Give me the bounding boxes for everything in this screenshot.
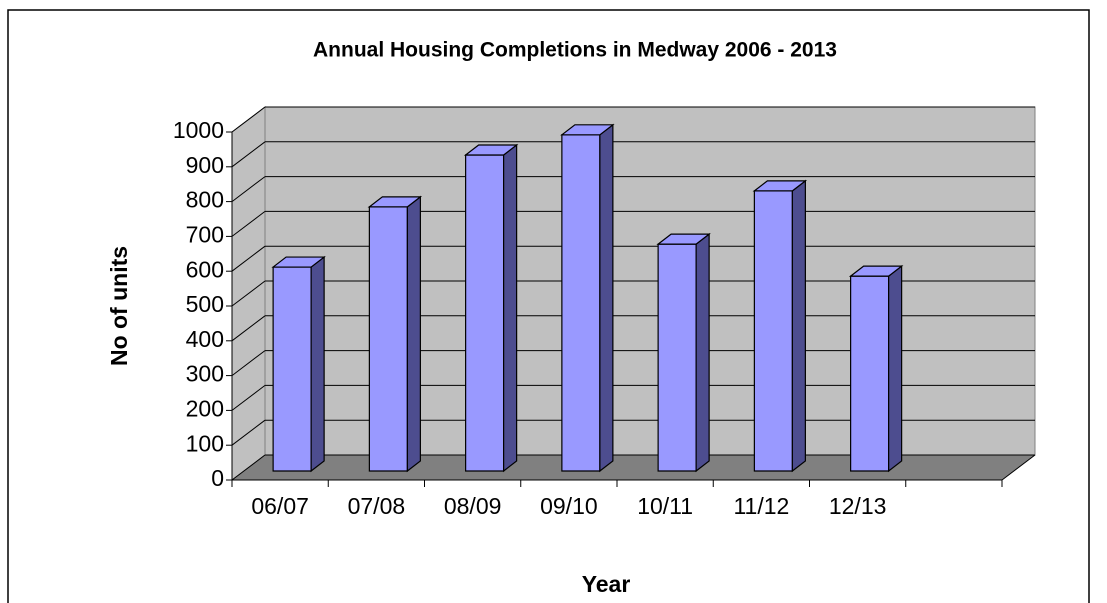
floor-edge <box>1001 454 1036 481</box>
bar-top <box>848 265 904 277</box>
y-tick-label: 300 <box>186 361 224 387</box>
bar <box>752 179 808 473</box>
bar-side <box>406 195 421 473</box>
bar-side <box>310 255 325 473</box>
grid-line <box>231 350 266 376</box>
chart-title: Annual Housing Completions in Medway 200… <box>313 39 837 62</box>
bar-front <box>850 275 890 472</box>
bar-side <box>888 264 903 473</box>
bar <box>656 232 711 473</box>
bar-top <box>367 196 423 208</box>
bar-top <box>752 180 808 192</box>
y-tick-label: 400 <box>186 326 224 352</box>
grid-line <box>231 141 266 168</box>
y-tick-label: 500 <box>186 291 224 317</box>
bar-top <box>271 256 326 268</box>
grid-line <box>231 106 266 133</box>
bar-front <box>368 206 408 472</box>
bar-side <box>791 179 806 473</box>
grid-line <box>231 176 266 202</box>
bar-front <box>657 243 697 472</box>
grid-line <box>231 419 266 446</box>
bar-top <box>656 233 711 245</box>
x-tick-label: 12/13 <box>829 493 887 519</box>
x-axis-title: Year <box>582 571 631 597</box>
grid-line <box>231 245 266 272</box>
bar <box>848 264 904 473</box>
y-tick-label: 600 <box>186 256 224 282</box>
y-tick-label: 700 <box>186 221 224 247</box>
y-tick-label: 0 <box>211 465 224 491</box>
bar-front <box>753 190 793 472</box>
bar-side <box>695 232 710 473</box>
y-axis-title: No of units <box>106 246 132 366</box>
y-tick-label: 900 <box>186 152 224 178</box>
grid-line <box>231 454 266 481</box>
x-tick-label: 09/10 <box>540 493 598 519</box>
y-tick-label: 1000 <box>173 117 224 143</box>
bar <box>463 143 519 473</box>
bar-front <box>465 154 505 472</box>
x-tick-label: 10/11 <box>637 493 693 519</box>
bar <box>367 195 423 473</box>
x-tick-label: 11/12 <box>733 493 789 519</box>
bar <box>560 123 615 473</box>
y-tick-label: 200 <box>186 395 224 421</box>
x-tick-label: 07/08 <box>348 493 406 519</box>
bar <box>271 255 326 473</box>
grid-line <box>231 385 266 411</box>
grid-line <box>231 211 266 237</box>
bar-front <box>561 134 601 472</box>
bar-side <box>503 143 518 473</box>
grid-line <box>231 315 266 342</box>
y-tick-label: 800 <box>186 187 224 213</box>
bar-top <box>463 144 519 156</box>
grid-line <box>231 280 266 307</box>
bar-side <box>599 123 614 473</box>
floor <box>232 455 1035 480</box>
bar-front <box>272 266 312 472</box>
y-tick-label: 100 <box>186 430 224 456</box>
x-tick-label: 06/07 <box>251 493 309 519</box>
bar-top <box>560 124 615 136</box>
x-tick-label: 08/09 <box>444 493 502 519</box>
